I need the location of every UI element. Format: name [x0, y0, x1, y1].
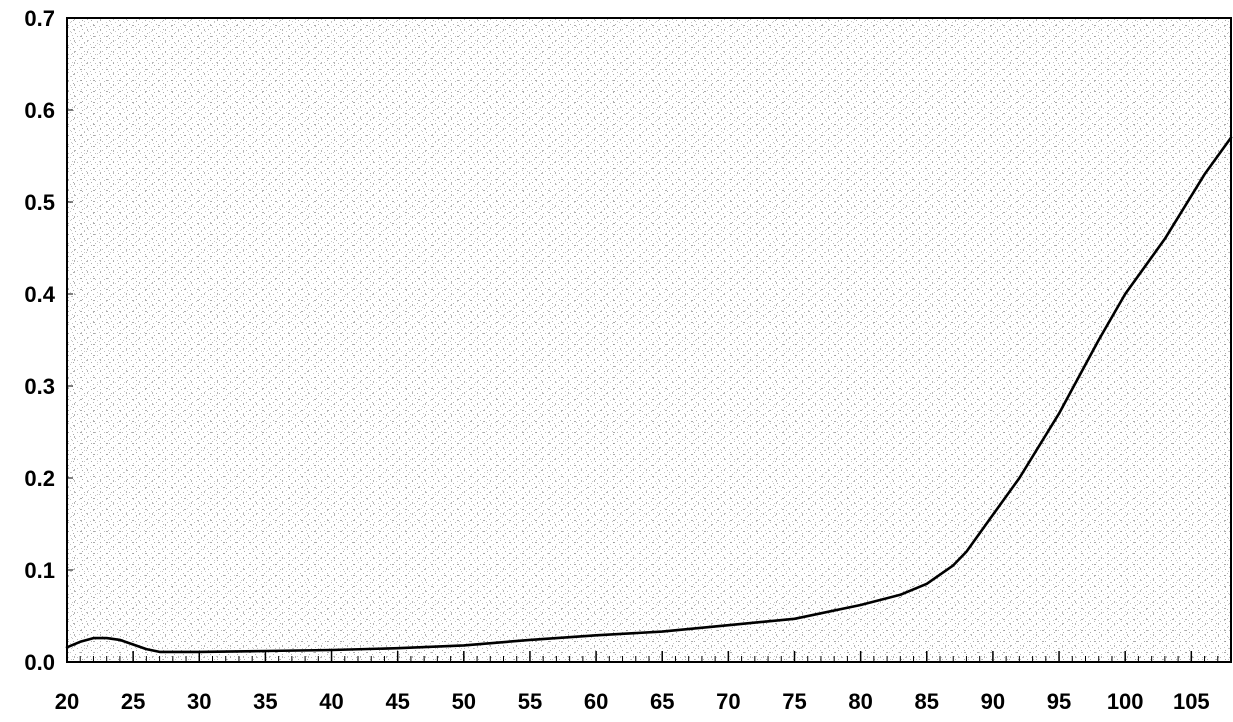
x-tick-label: 40 [319, 689, 343, 714]
x-tick-label: 65 [650, 689, 674, 714]
x-tick-label: 70 [716, 689, 740, 714]
data-point [952, 564, 955, 567]
data-point [992, 514, 994, 516]
x-tick-label: 85 [915, 689, 939, 714]
data-point [899, 594, 902, 596]
y-tick-label: 0.5 [24, 190, 55, 215]
data-point [1164, 238, 1166, 240]
x-tick-label: 50 [452, 689, 476, 714]
data-point [727, 624, 730, 626]
data-point [859, 604, 862, 606]
data-point [396, 647, 399, 649]
data-point [661, 630, 664, 633]
y-tick-label: 0.2 [24, 466, 55, 491]
x-tick-label: 55 [518, 689, 542, 714]
y-tick-label: 0.3 [24, 374, 55, 399]
x-tick-label: 20 [55, 689, 79, 714]
y-tick-label: 0.0 [24, 650, 55, 675]
x-tick-label: 100 [1107, 689, 1144, 714]
data-point [925, 583, 928, 585]
data-point [92, 637, 95, 639]
data-point [529, 639, 531, 641]
x-axis-ticks: 20 25 30 35 40 45 50 55 60 65 70 75 80 85 90 95 100 105 [55, 651, 1210, 714]
data-point [1230, 136, 1232, 139]
data-point [463, 644, 465, 647]
x-tick-label: 60 [584, 689, 608, 714]
x-tick-label: 105 [1173, 689, 1210, 714]
data-point [595, 634, 597, 637]
data-point [965, 550, 968, 553]
data-point [132, 643, 134, 646]
data-point [330, 649, 333, 651]
data-point [145, 648, 148, 650]
data-point [1203, 173, 1206, 176]
y-tick-label: 0.6 [24, 98, 55, 123]
data-point [1124, 293, 1126, 295]
x-tick-label: 80 [848, 689, 872, 714]
data-point [1097, 339, 1100, 341]
plot-frame [66, 17, 1232, 663]
series-layer [65, 136, 1233, 654]
x-tick-label: 95 [1047, 689, 1071, 714]
x-tick-label: 75 [782, 689, 806, 714]
y-tick-label: 0.4 [24, 282, 55, 307]
y-axis-ticks: 0.0 0.1 0.2 0.3 0.4 0.5 0.6 0.7 [24, 6, 73, 675]
x-tick-label: 25 [121, 689, 145, 714]
data-point [793, 617, 796, 620]
y-tick-label: 0.7 [24, 6, 55, 31]
x-tick-label: 35 [253, 689, 277, 714]
data-point [79, 640, 82, 643]
y-tick-label: 0.1 [24, 558, 55, 583]
data-point [105, 637, 108, 639]
x-tick-label: 45 [385, 689, 409, 714]
data-point [198, 651, 201, 653]
data-point [1018, 477, 1021, 479]
data-point [158, 651, 161, 653]
x-tick-label: 90 [981, 689, 1005, 714]
x-tick-label: 30 [187, 689, 211, 714]
data-point [264, 650, 267, 652]
plot-stipple-secondary [67, 18, 1231, 662]
data-point [66, 646, 68, 649]
data-point [1058, 412, 1060, 415]
data-point [119, 639, 121, 641]
